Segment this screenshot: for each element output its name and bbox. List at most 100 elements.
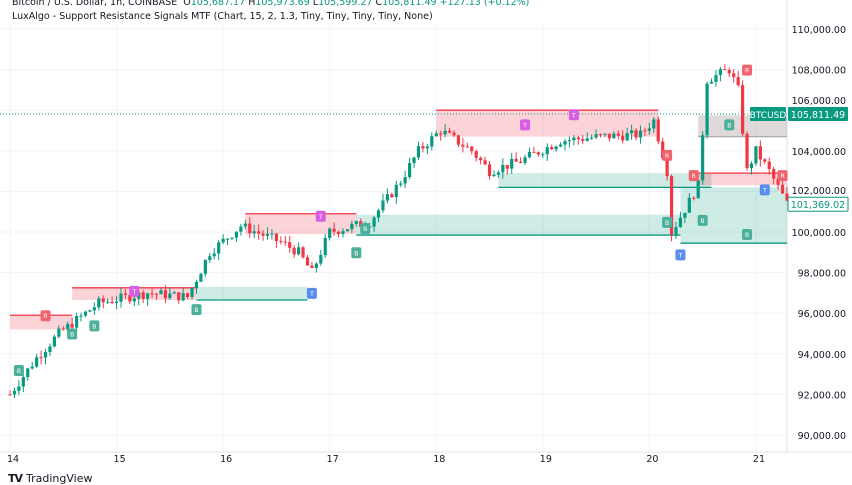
candle-body <box>705 83 709 136</box>
candle-body <box>336 231 341 234</box>
candle-body <box>234 231 239 238</box>
signal-label: T <box>318 214 323 221</box>
candle-body <box>292 247 296 255</box>
candle-body <box>274 233 278 241</box>
candle-body <box>496 172 500 175</box>
support-zone <box>498 173 712 188</box>
candle-body <box>652 119 656 129</box>
candle-body <box>421 146 425 149</box>
open-value: 105,687.17 <box>190 0 246 8</box>
candle-body <box>598 134 603 136</box>
y-tick-label: 100,000.00 <box>792 228 846 239</box>
symbol-legend[interactable]: Bitcoin / U.S. Dollar, 1h, COINBASE O105… <box>12 0 529 9</box>
candle-body <box>297 247 301 255</box>
signal-marker <box>315 210 326 222</box>
candle-body <box>452 132 456 136</box>
y-tick-label: 110,000.00 <box>792 25 846 36</box>
candle-body <box>741 85 745 134</box>
candle-body <box>661 141 665 159</box>
candle-body <box>101 298 105 303</box>
candle-body <box>248 223 252 234</box>
open-label: O <box>183 0 191 8</box>
candle-body <box>114 301 119 303</box>
candle-body <box>465 146 469 148</box>
high-label: H <box>248 0 256 8</box>
candle-body <box>776 178 780 185</box>
candle-body <box>696 180 700 199</box>
candle-body <box>376 210 381 218</box>
candle-body <box>643 130 647 132</box>
y-tick-label: 98,000.00 <box>798 269 846 280</box>
candle-body <box>439 133 443 135</box>
support-zone <box>680 187 787 244</box>
candle-body <box>163 290 167 299</box>
candle-body <box>394 184 398 198</box>
candle-body <box>612 133 616 139</box>
candle-body <box>780 184 785 194</box>
candle-body <box>692 197 696 199</box>
candle-body <box>523 157 527 163</box>
candle-body <box>754 146 758 164</box>
symbol-badge-bg <box>750 107 786 122</box>
branding-text: TradingView <box>26 472 93 485</box>
candle-body <box>341 231 345 234</box>
candle-body <box>554 146 558 150</box>
candle-body <box>75 316 79 328</box>
signal-label: R <box>692 173 696 180</box>
candle-body <box>8 394 12 396</box>
candle-body <box>43 351 48 358</box>
candle-body <box>403 177 407 184</box>
high-value: 105,973.69 <box>255 0 310 8</box>
candle-body <box>190 288 194 298</box>
close-value: 105,811.49 <box>382 0 437 8</box>
candle-body <box>501 165 505 173</box>
x-tick-label: 15 <box>114 454 126 465</box>
candle-body <box>221 238 225 243</box>
signal-label: B <box>745 232 749 239</box>
support-zone <box>356 214 681 236</box>
signal-label: B <box>17 368 21 375</box>
candle-body <box>461 144 465 147</box>
candle-body <box>61 328 65 330</box>
signal-marker <box>688 170 699 182</box>
candle-body <box>12 390 17 395</box>
y-tick-label: 104,000.00 <box>792 147 846 158</box>
candle-body <box>257 231 261 234</box>
candle-body <box>408 163 412 178</box>
candle-body <box>141 292 145 299</box>
signal-marker <box>351 247 362 259</box>
x-tick-label: 14 <box>7 454 19 465</box>
signal-label: B <box>354 250 358 257</box>
candle-body <box>146 293 150 299</box>
signal-marker <box>89 320 100 332</box>
candle-body <box>505 165 509 169</box>
candle-body <box>30 366 34 369</box>
tradingview-logo[interactable]: TV TradingView <box>8 472 93 485</box>
signal-label: B <box>701 218 705 225</box>
candle-body <box>301 247 305 258</box>
candle-body <box>17 386 21 391</box>
signal-marker <box>568 109 579 121</box>
candle-body <box>399 183 403 185</box>
indicator-legend[interactable]: LuxAlgo - Support Resistance Signals MTF… <box>12 11 433 22</box>
candle-body <box>181 293 185 301</box>
signal-label: T <box>762 187 767 194</box>
candle-body <box>261 233 265 236</box>
symbol-title: Bitcoin / U.S. Dollar, 1h, COINBASE <box>12 0 178 8</box>
signal-marker <box>662 216 673 228</box>
x-tick-label: 20 <box>646 454 658 465</box>
candle-body <box>150 293 154 295</box>
signal-label: B <box>92 323 96 330</box>
signal-marker <box>742 64 753 76</box>
candle-body <box>319 255 323 264</box>
candle-body <box>283 241 287 243</box>
signal-marker <box>520 119 531 131</box>
candle-body <box>92 307 96 311</box>
signal-marker <box>697 214 708 226</box>
candle-body <box>381 200 385 211</box>
candle-body <box>119 293 123 302</box>
signal-label: R <box>665 153 669 160</box>
y-tick-label: 90,000.00 <box>798 431 846 442</box>
